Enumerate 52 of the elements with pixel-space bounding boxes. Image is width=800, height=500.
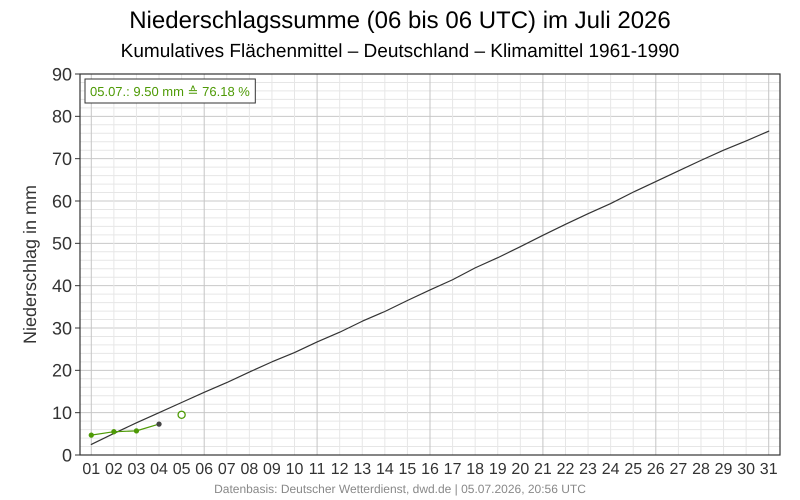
chart-title: Niederschlagssumme (06 bis 06 UTC) im Juli 2026 xyxy=(129,7,671,34)
y-tick-label: 60 xyxy=(52,191,72,212)
y-tick-label: 0 xyxy=(62,445,72,466)
x-tick-label: 10 xyxy=(286,461,304,478)
x-tick-label: 24 xyxy=(602,461,620,478)
x-tick-label: 30 xyxy=(737,461,756,478)
x-tick-label: 23 xyxy=(579,461,598,478)
x-tick-label: 17 xyxy=(444,461,462,478)
x-tick-label: 04 xyxy=(150,461,168,478)
text: Datenbasis: Deutscher Wetterdienst, dwd.de | 05.07.2026, 20:56 UTC xyxy=(214,482,586,496)
chart-subtitle: Kumulatives Flächenmittel – Deutschland – Klimamittel 1961-1990 xyxy=(120,41,680,62)
x-tick-label: 26 xyxy=(646,461,665,478)
x-tick-label: 08 xyxy=(240,461,258,478)
x-tick-label: 27 xyxy=(669,461,688,478)
x-tick-label: 28 xyxy=(692,461,710,478)
y-tick-label: 80 xyxy=(52,106,72,127)
x-tick-label: 20 xyxy=(511,461,530,478)
point xyxy=(177,410,186,419)
y-tick-label: 90 xyxy=(52,64,72,84)
x-tick-label: 29 xyxy=(714,461,733,478)
x-tick-label: 13 xyxy=(353,461,372,478)
x-tick-label: 19 xyxy=(488,461,507,478)
line-series xyxy=(90,130,770,446)
x-tick-label: 15 xyxy=(398,461,416,478)
x-tick-label: 16 xyxy=(421,461,439,478)
point xyxy=(111,429,117,434)
x-tick-label: 09 xyxy=(263,461,281,478)
y-tick-label: 30 xyxy=(52,318,72,338)
y-tick-label: 40 xyxy=(52,276,72,296)
point xyxy=(134,428,140,434)
point xyxy=(156,421,162,427)
x-tick-label: 01 xyxy=(82,461,100,478)
point xyxy=(88,432,94,438)
x-tick-label: 05 xyxy=(172,461,191,478)
x-tick-label: 02 xyxy=(104,461,123,478)
x-tick-label: 22 xyxy=(556,461,574,478)
x-tick-label: 25 xyxy=(624,461,642,478)
y-tick-label: 50 xyxy=(52,234,72,254)
x-tick-label: 06 xyxy=(195,461,214,478)
x-tick-label: 11 xyxy=(308,461,326,478)
y-tick-label: 10 xyxy=(52,402,72,423)
x-tick-label: 07 xyxy=(218,461,236,478)
y-tick-label: 20 xyxy=(52,360,72,381)
x-tick-label: 18 xyxy=(466,461,484,478)
annotation: 05.07.: 9.50 mm ≙ 76.18 % xyxy=(90,84,250,99)
x-tick-label: 21 xyxy=(534,461,552,478)
x-tick-label: 12 xyxy=(330,461,349,478)
y-axis-title: Niederschlag in mm xyxy=(20,184,40,344)
y-tick-label: 70 xyxy=(52,148,72,169)
x-tick-label: 31 xyxy=(760,461,778,478)
x-tick-label: 03 xyxy=(128,461,146,478)
x-tick-label: 14 xyxy=(376,461,394,478)
